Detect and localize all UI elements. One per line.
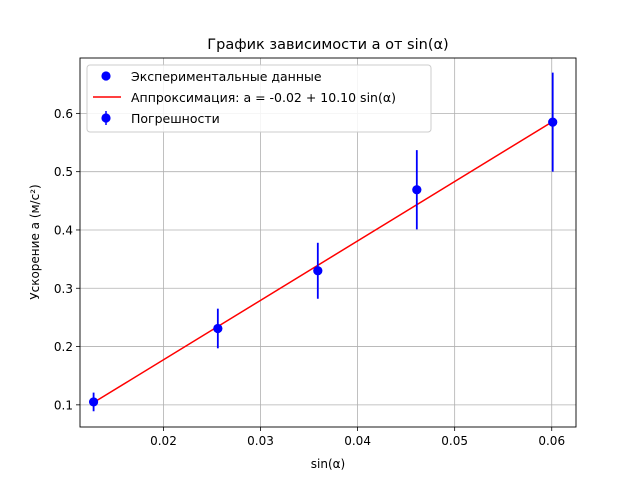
data-point: [213, 324, 222, 333]
data-point: [89, 398, 98, 407]
y-tick-label: 0.5: [54, 165, 73, 179]
legend-label-errorbar: Погрешности: [131, 111, 220, 126]
legend-marker-data: [101, 71, 110, 80]
y-tick-label: 0.3: [54, 282, 73, 296]
data-point: [313, 266, 322, 275]
x-tick-label: 0.06: [538, 434, 565, 448]
y-axis-label: Ускорение a (м/с²): [28, 184, 42, 299]
data-point: [548, 118, 557, 127]
y-tick-label: 0.1: [54, 398, 73, 412]
legend-marker-errorbar-point: [101, 113, 110, 122]
legend-label-fit: Аппроксимация: a = -0.02 + 10.10 sin(α): [131, 90, 396, 105]
x-tick-label: 0.03: [247, 434, 274, 448]
legend: Экспериментальные данные Аппроксимация: …: [87, 65, 431, 132]
x-tick-label: 0.05: [441, 434, 468, 448]
data-point: [412, 185, 421, 194]
x-tick-label: 0.04: [344, 434, 371, 448]
chart-title: График зависимости a от sin(α): [207, 37, 448, 53]
legend-label-data: Экспериментальные данные: [131, 69, 322, 84]
x-axis-label: sin(α): [311, 457, 345, 471]
y-tick-label: 0.6: [54, 107, 73, 121]
x-tick-label: 0.02: [150, 434, 177, 448]
y-tick-label: 0.2: [54, 340, 73, 354]
y-tick-label: 0.4: [54, 223, 73, 237]
